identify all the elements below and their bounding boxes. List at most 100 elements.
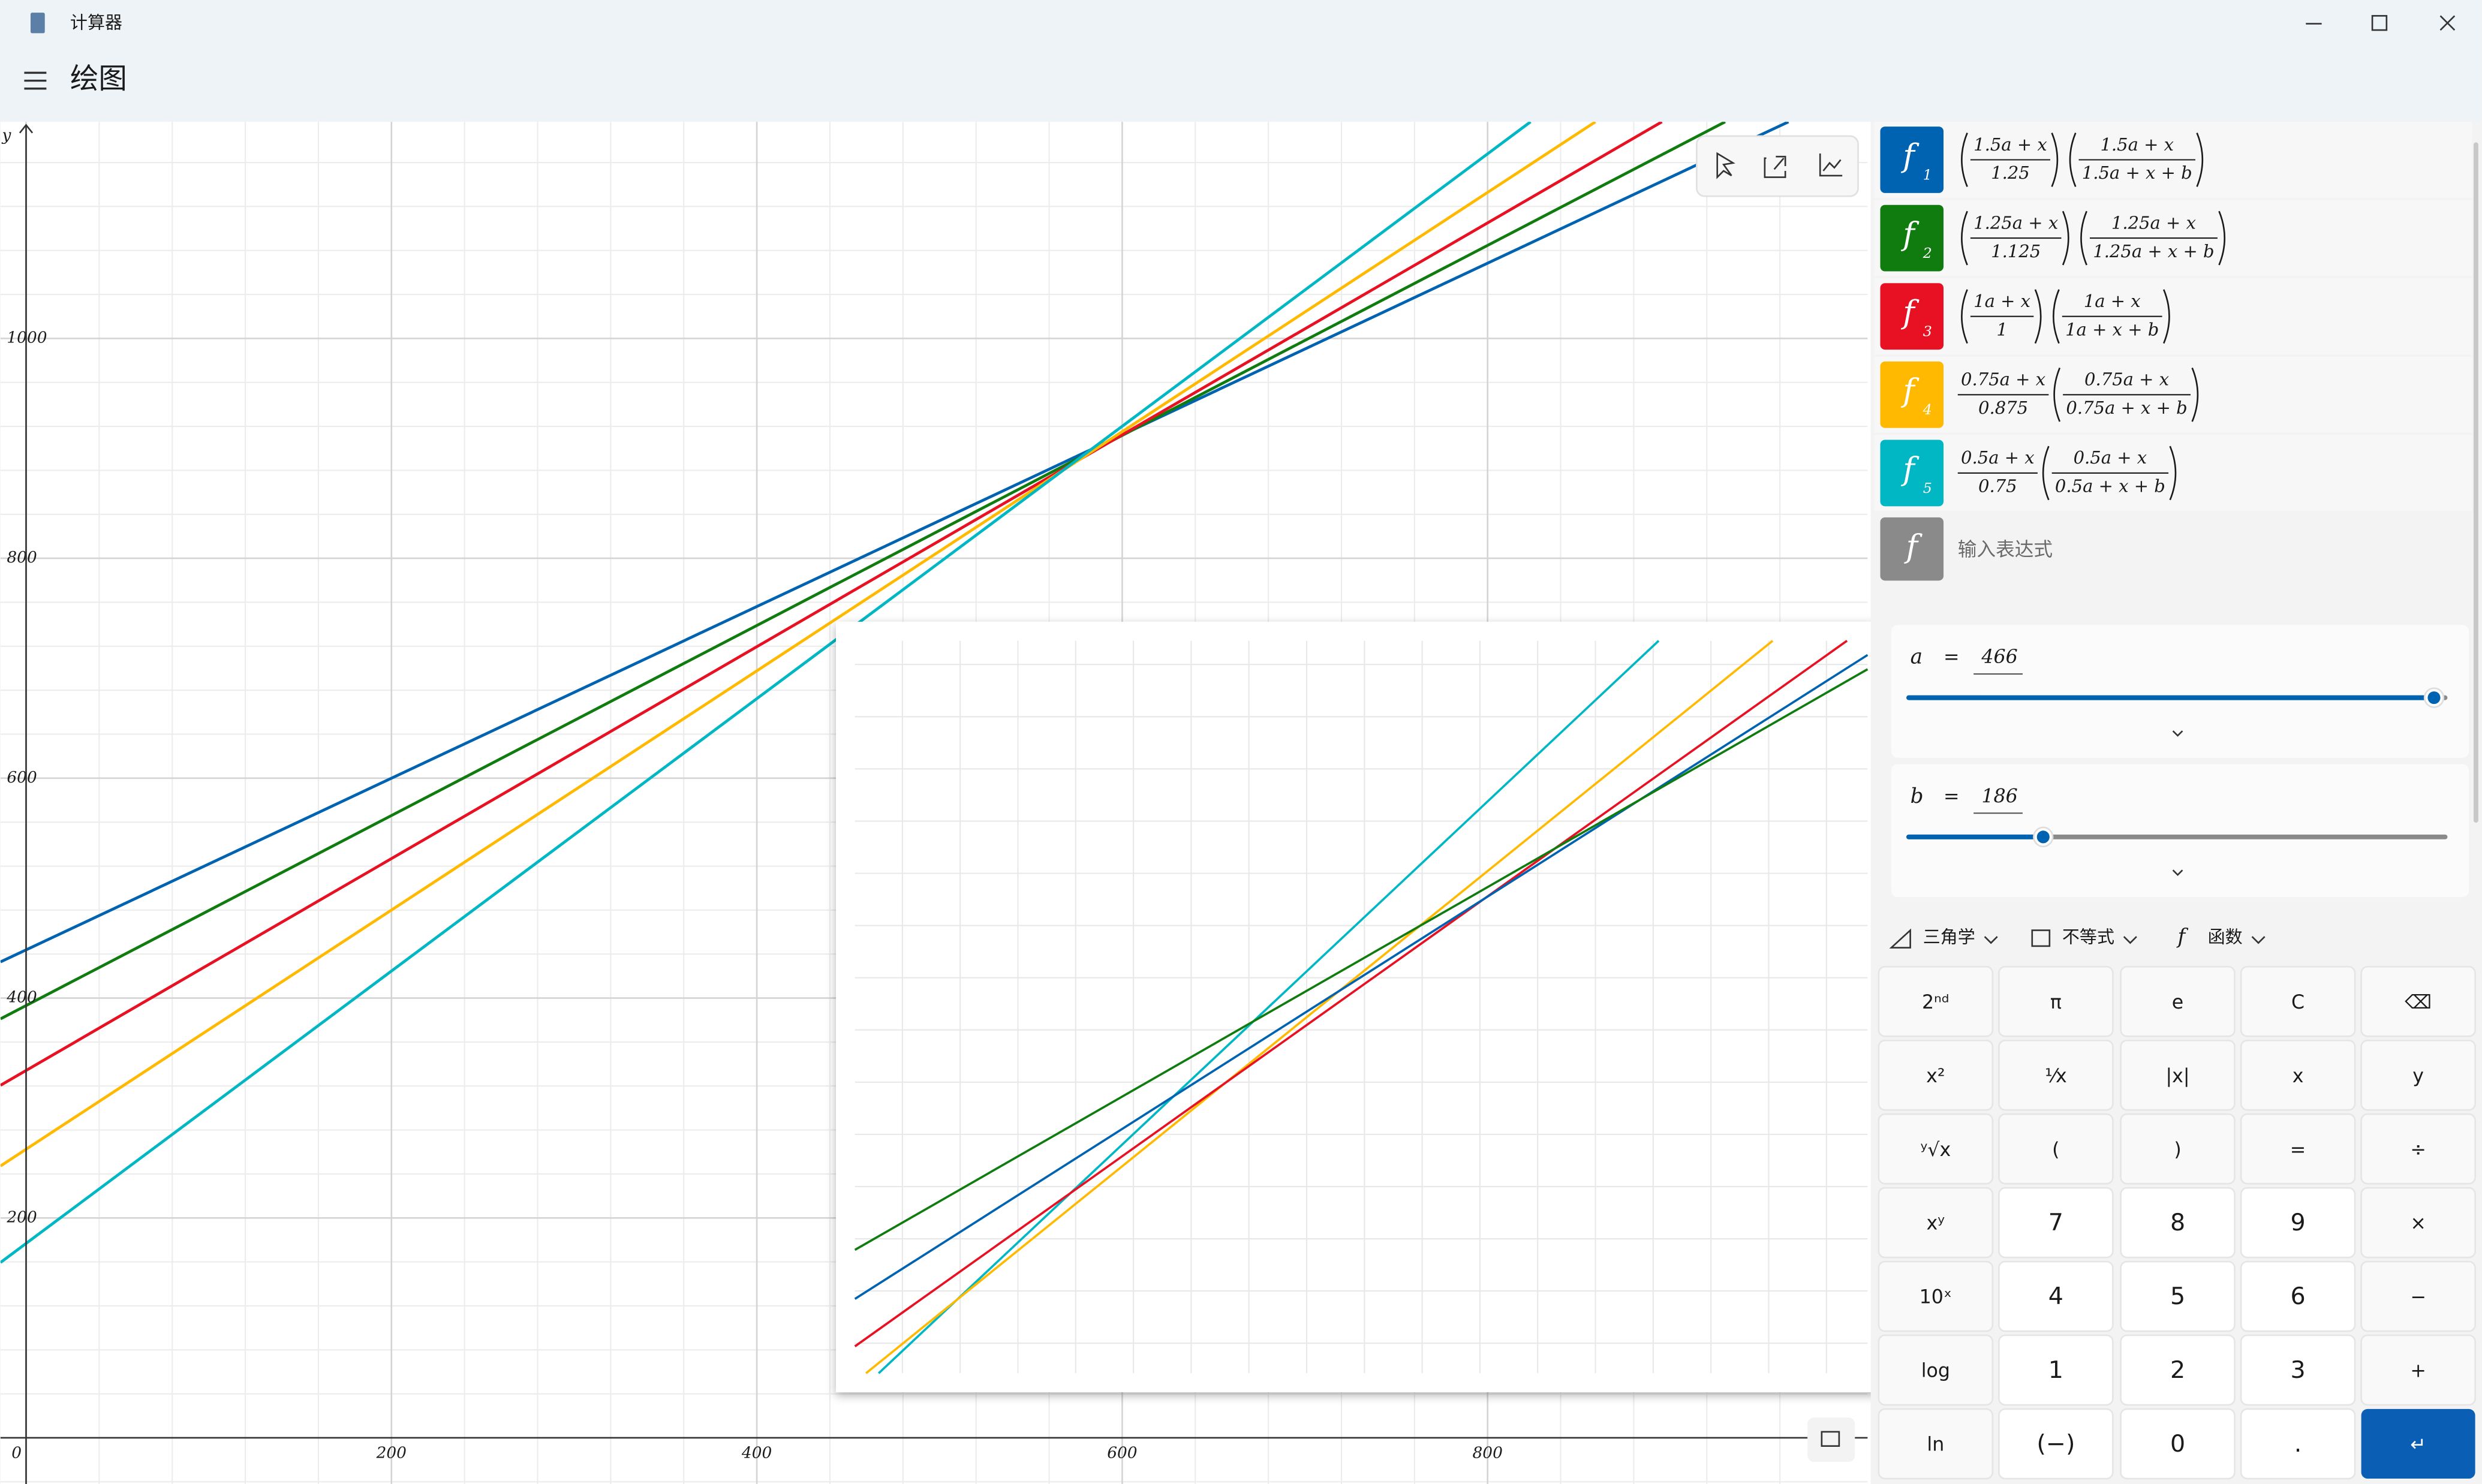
key[interactable] bbox=[1998, 1260, 2114, 1332]
y-tick-label: 800 bbox=[7, 549, 37, 567]
toolbar-label[interactable]: 不等式 bbox=[2062, 927, 2114, 947]
key[interactable] bbox=[2120, 965, 2236, 1037]
parenthesis bbox=[2042, 445, 2050, 501]
key[interactable] bbox=[1878, 1039, 1994, 1111]
trace-button[interactable] bbox=[1716, 152, 1735, 179]
key[interactable] bbox=[1878, 1113, 1994, 1185]
expand-chevron[interactable] bbox=[2172, 730, 2183, 737]
share-button[interactable] bbox=[1764, 155, 1786, 178]
toolbar-icon bbox=[2031, 929, 2051, 947]
keypad: 2ⁿᵈ π e C ⌫ x² ¹⁄x |x| x y ʸ√x () = ÷ xʸ 7 8 9 × 10ˣ 4 5 6 − log… bbox=[1878, 965, 2476, 1480]
inset-bg bbox=[836, 621, 1887, 1392]
key[interactable] bbox=[2240, 1408, 2356, 1480]
key[interactable] bbox=[1998, 965, 2114, 1037]
function-icon[interactable] bbox=[1880, 440, 1944, 507]
key[interactable] bbox=[2120, 1260, 2236, 1332]
key-label: + bbox=[2410, 1360, 2426, 1382]
key[interactable] bbox=[2361, 1408, 2475, 1479]
function-subscript: 3 bbox=[1923, 323, 1932, 340]
key-label: x² bbox=[1926, 1065, 1945, 1087]
expression-input[interactable]: 输入表达式 bbox=[1958, 539, 2053, 561]
x-tick-label: 800 bbox=[1473, 1444, 1503, 1462]
function-icon[interactable] bbox=[1880, 204, 1944, 272]
parenthesis bbox=[2034, 289, 2042, 344]
denominator: 0.875 bbox=[1978, 398, 2028, 418]
numerator: 0.75a + x bbox=[2084, 369, 2169, 390]
x-tick-label: 400 bbox=[741, 1444, 772, 1462]
menu-button[interactable] bbox=[24, 71, 47, 90]
key[interactable] bbox=[2240, 965, 2356, 1037]
function-icon[interactable] bbox=[1880, 283, 1944, 350]
key-label: ʸ√x bbox=[1920, 1139, 1951, 1161]
y-tick-label: 600 bbox=[7, 769, 37, 787]
denominator: 0.75 bbox=[1978, 476, 2017, 496]
key[interactable] bbox=[2240, 1187, 2356, 1259]
toolbar-label[interactable]: 三角学 bbox=[1923, 927, 1975, 947]
key[interactable] bbox=[2120, 1039, 2236, 1111]
expand-chevron[interactable] bbox=[2172, 869, 2183, 877]
numerator: 1.25a + x bbox=[1973, 212, 2058, 233]
key-label: 2 bbox=[2170, 1356, 2185, 1384]
key[interactable] bbox=[2360, 965, 2476, 1037]
denominator: 1.25 bbox=[1991, 162, 2030, 183]
key[interactable] bbox=[1878, 1334, 1994, 1406]
key[interactable] bbox=[1878, 1260, 1994, 1332]
axes: 0 200 400 600 800 200 400 600 800 1000 y bbox=[0, 124, 1868, 1484]
screenshot-button[interactable] bbox=[1807, 1417, 1855, 1462]
denominator: 0.5a + x + b bbox=[2055, 476, 2165, 496]
variable-value[interactable]: 466 bbox=[1981, 646, 2017, 668]
key-label: ¹⁄x bbox=[2045, 1065, 2067, 1087]
key-label: 8 bbox=[2170, 1209, 2185, 1236]
function-icon[interactable] bbox=[1880, 361, 1944, 428]
graph-curves bbox=[0, 122, 1789, 1264]
key[interactable] bbox=[2360, 1113, 2476, 1185]
key[interactable] bbox=[1878, 965, 1994, 1037]
key[interactable] bbox=[2240, 1334, 2356, 1406]
function-icon[interactable] bbox=[1880, 127, 1944, 193]
key[interactable] bbox=[2120, 1408, 2236, 1480]
toolbar-label[interactable]: 函数 bbox=[2208, 927, 2243, 947]
key[interactable] bbox=[2120, 1187, 2236, 1259]
key[interactable] bbox=[1998, 1039, 2114, 1111]
numerator: 0.75a + x bbox=[1961, 369, 2045, 390]
y-tick-label: 1000 bbox=[7, 329, 47, 347]
inset-curve-f2 bbox=[854, 668, 1869, 1251]
key-label: log bbox=[1921, 1360, 1950, 1382]
key[interactable] bbox=[2360, 1260, 2476, 1332]
key[interactable] bbox=[2240, 1260, 2356, 1332]
toolbar-icon bbox=[1889, 928, 1911, 949]
key[interactable] bbox=[1998, 1113, 2114, 1185]
graph-settings-button[interactable] bbox=[1819, 153, 1843, 177]
key[interactable] bbox=[2240, 1039, 2356, 1111]
numerator: 1.25a + x bbox=[2111, 212, 2196, 233]
window-controls[interactable] bbox=[2306, 15, 2456, 31]
key-label: (−) bbox=[2036, 1430, 2075, 1458]
key[interactable] bbox=[2360, 1039, 2476, 1111]
variable-card bbox=[1891, 764, 2469, 898]
key-label: 3 bbox=[2290, 1356, 2305, 1384]
key[interactable] bbox=[1998, 1334, 2114, 1406]
parenthesis bbox=[2069, 133, 2077, 187]
inset-curve-f4 bbox=[865, 640, 1774, 1374]
parenthesis bbox=[2169, 445, 2177, 501]
variable-card bbox=[1891, 625, 2469, 758]
key[interactable] bbox=[1878, 1408, 1994, 1480]
key[interactable] bbox=[2240, 1113, 2356, 1185]
key-label: |x| bbox=[2166, 1065, 2190, 1087]
key[interactable] bbox=[1998, 1187, 2114, 1259]
key[interactable] bbox=[1878, 1187, 1994, 1259]
key[interactable] bbox=[2120, 1113, 2236, 1185]
function-subscript: 4 bbox=[1923, 401, 1932, 418]
curve-f1 bbox=[0, 122, 1789, 964]
key[interactable] bbox=[1998, 1408, 2114, 1480]
slider-thumb-dot bbox=[2036, 830, 2050, 844]
key-label: ( bbox=[2052, 1139, 2059, 1161]
key[interactable] bbox=[2120, 1334, 2236, 1406]
variable-value[interactable]: 186 bbox=[1981, 785, 2017, 807]
key[interactable] bbox=[2360, 1187, 2476, 1259]
y-tick-label: 400 bbox=[6, 989, 37, 1007]
new-function-icon[interactable] bbox=[1880, 517, 1944, 581]
graph-toolbar bbox=[1696, 135, 1859, 197]
key[interactable] bbox=[2360, 1334, 2476, 1406]
